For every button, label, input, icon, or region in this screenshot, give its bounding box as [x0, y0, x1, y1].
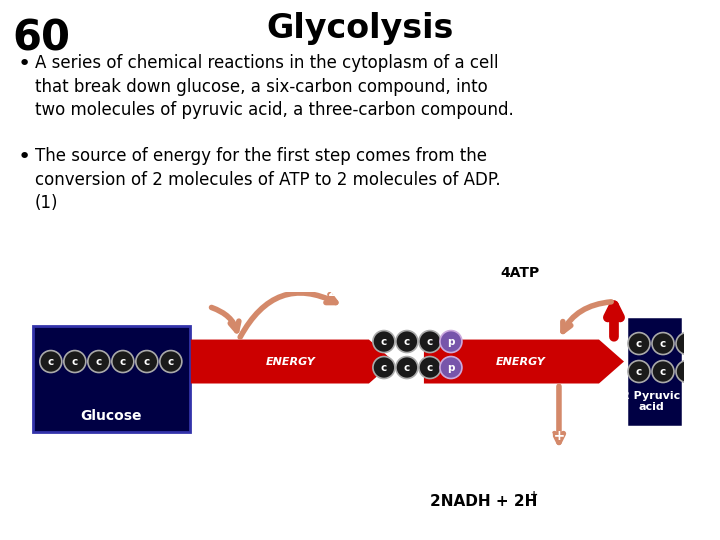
Text: c: c — [96, 356, 102, 367]
Text: c: c — [404, 362, 410, 373]
Text: Glucose: Glucose — [80, 409, 142, 423]
Polygon shape — [191, 340, 394, 383]
Text: c: c — [72, 356, 78, 367]
FancyArrowPatch shape — [608, 305, 620, 337]
Text: p: p — [447, 362, 454, 373]
Text: ENERGY: ENERGY — [266, 356, 316, 367]
Text: c: c — [120, 356, 126, 367]
Text: •: • — [18, 54, 31, 74]
Circle shape — [40, 350, 62, 373]
Circle shape — [676, 361, 698, 382]
FancyArrowPatch shape — [212, 307, 239, 331]
Text: c: c — [427, 362, 433, 373]
Text: •: • — [18, 147, 31, 167]
Text: 4ADP + 4P: 4ADP + 4P — [487, 288, 571, 301]
Text: c: c — [660, 367, 666, 376]
Text: c: c — [404, 336, 410, 347]
FancyArrowPatch shape — [554, 386, 564, 442]
Circle shape — [373, 356, 395, 379]
Text: Glycolysis: Glycolysis — [266, 12, 454, 45]
FancyArrowPatch shape — [563, 302, 611, 332]
Text: c: c — [636, 367, 642, 376]
Text: +: + — [530, 490, 538, 500]
Text: 60: 60 — [12, 17, 70, 59]
Circle shape — [112, 350, 134, 373]
FancyArrowPatch shape — [240, 293, 336, 337]
Text: c: c — [427, 336, 433, 347]
Circle shape — [676, 333, 698, 355]
Circle shape — [652, 333, 674, 355]
Circle shape — [419, 330, 441, 353]
Text: 2ATP: 2ATP — [184, 288, 223, 301]
Text: c: c — [684, 367, 690, 376]
Text: 2NAD+: 2NAD+ — [511, 429, 567, 443]
Text: 4ATP: 4ATP — [500, 266, 539, 280]
Text: 2ADP: 2ADP — [328, 285, 370, 299]
FancyBboxPatch shape — [626, 315, 683, 428]
Text: A series of chemical reactions in the cytoplasm of a cell
that break down glucos: A series of chemical reactions in the cy… — [35, 54, 514, 119]
Circle shape — [628, 333, 650, 355]
Text: c: c — [381, 336, 387, 347]
Circle shape — [160, 350, 182, 373]
FancyBboxPatch shape — [33, 326, 190, 433]
Text: c: c — [48, 356, 54, 367]
Text: c: c — [168, 356, 174, 367]
Text: The source of energy for the first step comes from the
conversion of 2 molecules: The source of energy for the first step … — [35, 147, 500, 212]
Text: c: c — [660, 339, 666, 348]
Text: c: c — [684, 339, 690, 348]
Circle shape — [64, 350, 86, 373]
Text: c: c — [144, 356, 150, 367]
Circle shape — [652, 361, 674, 382]
Text: ENERGY: ENERGY — [496, 356, 546, 367]
Circle shape — [88, 350, 110, 373]
Text: 2PGAL: 2PGAL — [391, 385, 437, 398]
Text: c: c — [381, 362, 387, 373]
Circle shape — [628, 361, 650, 382]
Text: p: p — [447, 336, 454, 347]
Text: 2 Pyruvic
acid: 2 Pyruvic acid — [622, 391, 680, 413]
Circle shape — [440, 330, 462, 353]
Circle shape — [419, 356, 441, 379]
Circle shape — [440, 356, 462, 379]
Circle shape — [373, 330, 395, 353]
Text: 2NADH + 2H: 2NADH + 2H — [430, 495, 537, 510]
Text: c: c — [636, 339, 642, 348]
Circle shape — [396, 330, 418, 353]
Polygon shape — [424, 340, 624, 383]
Circle shape — [136, 350, 158, 373]
Circle shape — [396, 356, 418, 379]
